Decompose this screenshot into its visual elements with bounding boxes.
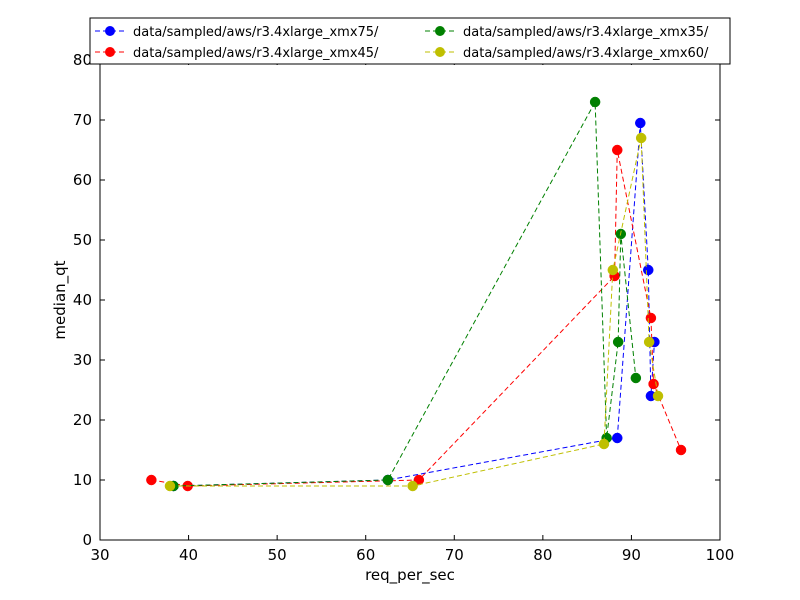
data-point (635, 117, 646, 129)
data-point (643, 264, 654, 276)
data-point (607, 264, 619, 276)
y-tick-label: 10 (73, 471, 92, 489)
data-point (648, 378, 659, 390)
legend-item: data/sampled/aws/r3.4xlarge_xmx35/ (425, 25, 709, 40)
tick-layer: 30 40 50 60 70 80 90 100 0 10 20 30 40 50 60 70 80 (73, 51, 734, 564)
series-3 (164, 132, 664, 492)
data-point (612, 432, 623, 444)
x-tick-label: 40 (179, 546, 198, 564)
x-tick-label: 50 (268, 546, 287, 564)
legend-marker (105, 47, 115, 57)
y-tick-label: 0 (82, 531, 92, 549)
data-point (652, 390, 664, 402)
y-tick-label: 40 (73, 291, 92, 309)
y-tick-label: 30 (73, 351, 92, 369)
x-tick-label: 70 (445, 546, 464, 564)
y-tick-label: 60 (73, 171, 92, 189)
data-point (612, 336, 624, 348)
legend-item: data/sampled/aws/r3.4xlarge_xmx45/ (95, 46, 379, 61)
y-axis-label: median_qt (51, 260, 70, 339)
data-point (382, 474, 394, 486)
data-point (598, 438, 610, 450)
legend-marker (435, 26, 445, 36)
x-tick-label: 90 (622, 546, 641, 564)
data-point (589, 96, 601, 108)
data-point (407, 480, 418, 492)
x-tick-label: 60 (356, 546, 375, 564)
legend-label: data/sampled/aws/r3.4xlarge_xmx75/ (133, 25, 379, 40)
data-point (635, 132, 647, 144)
legend-item: data/sampled/aws/r3.4xlarge_xmx75/ (95, 25, 379, 40)
series-layer (146, 96, 687, 492)
data-point (675, 444, 687, 456)
data-point (612, 144, 623, 156)
data-point (146, 474, 157, 486)
legend: data/sampled/aws/r3.4xlarge_xmx75/data/s… (89, 17, 731, 65)
plot-background (100, 60, 720, 540)
legend-label: data/sampled/aws/r3.4xlarge_xmx60/ (463, 46, 709, 61)
x-axis-label: req_per_sec (365, 566, 455, 585)
legend-item: data/sampled/aws/r3.4xlarge_xmx60/ (425, 46, 709, 61)
x-tick-label: 100 (706, 546, 735, 564)
legend-frame (89, 17, 731, 65)
data-point (643, 336, 655, 348)
legend-label: data/sampled/aws/r3.4xlarge_xmx35/ (463, 25, 709, 40)
legend-marker (435, 47, 445, 57)
data-point (630, 372, 642, 384)
data-point (164, 480, 176, 492)
y-tick-label: 80 (73, 51, 92, 69)
y-tick-label: 20 (73, 411, 92, 429)
data-point (645, 312, 657, 324)
legend-marker (105, 26, 115, 36)
y-tick-label: 50 (73, 231, 92, 249)
y-tick-label: 70 (73, 111, 92, 129)
x-tick-label: 30 (90, 546, 109, 564)
x-tick-label: 80 (533, 546, 552, 564)
legend-label: data/sampled/aws/r3.4xlarge_xmx45/ (133, 46, 379, 61)
